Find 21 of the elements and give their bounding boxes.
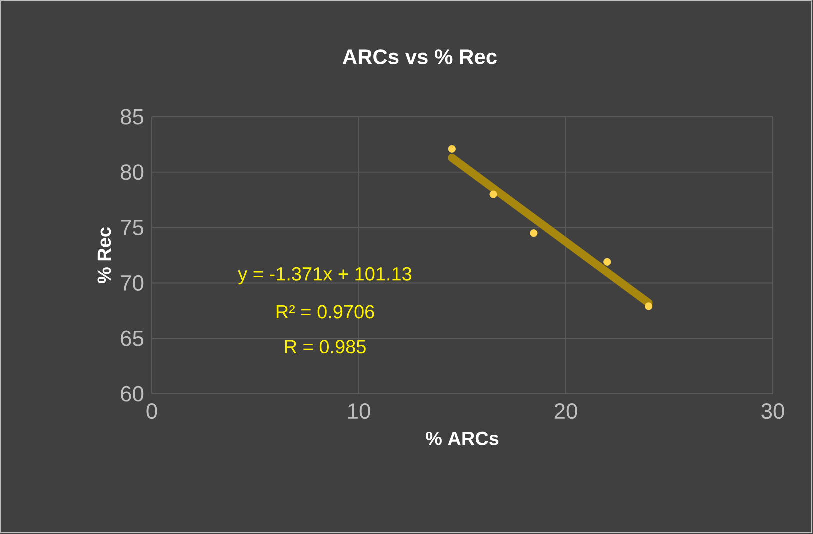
y-tick-label: 60	[121, 386, 144, 402]
annotation: R² = 0.9706	[276, 305, 374, 319]
point	[604, 258, 612, 266]
y-tick-label: 80	[120, 164, 144, 180]
point	[530, 230, 538, 238]
x-tick-label: 10	[348, 404, 370, 420]
x-tick-label: 30	[762, 404, 784, 420]
annotation: R = 0.985	[285, 340, 366, 354]
y-tick-label: 75	[121, 220, 144, 236]
x-tick-label: 0	[146, 404, 158, 420]
x-axis-title: % ARCs	[426, 432, 499, 446]
point	[645, 302, 653, 310]
point	[448, 145, 456, 153]
point	[490, 190, 498, 198]
y-tick-label: 65	[121, 330, 144, 346]
annotation: y = -1.371x + 101.13	[238, 267, 412, 285]
y-tick-label: 70	[121, 275, 144, 291]
chart-title: ARCs vs % Rec	[342, 50, 497, 64]
y-tick-label: 85	[120, 109, 144, 125]
x-tick-label: 20	[554, 404, 578, 420]
y-axis-title: % Rec	[98, 228, 112, 284]
